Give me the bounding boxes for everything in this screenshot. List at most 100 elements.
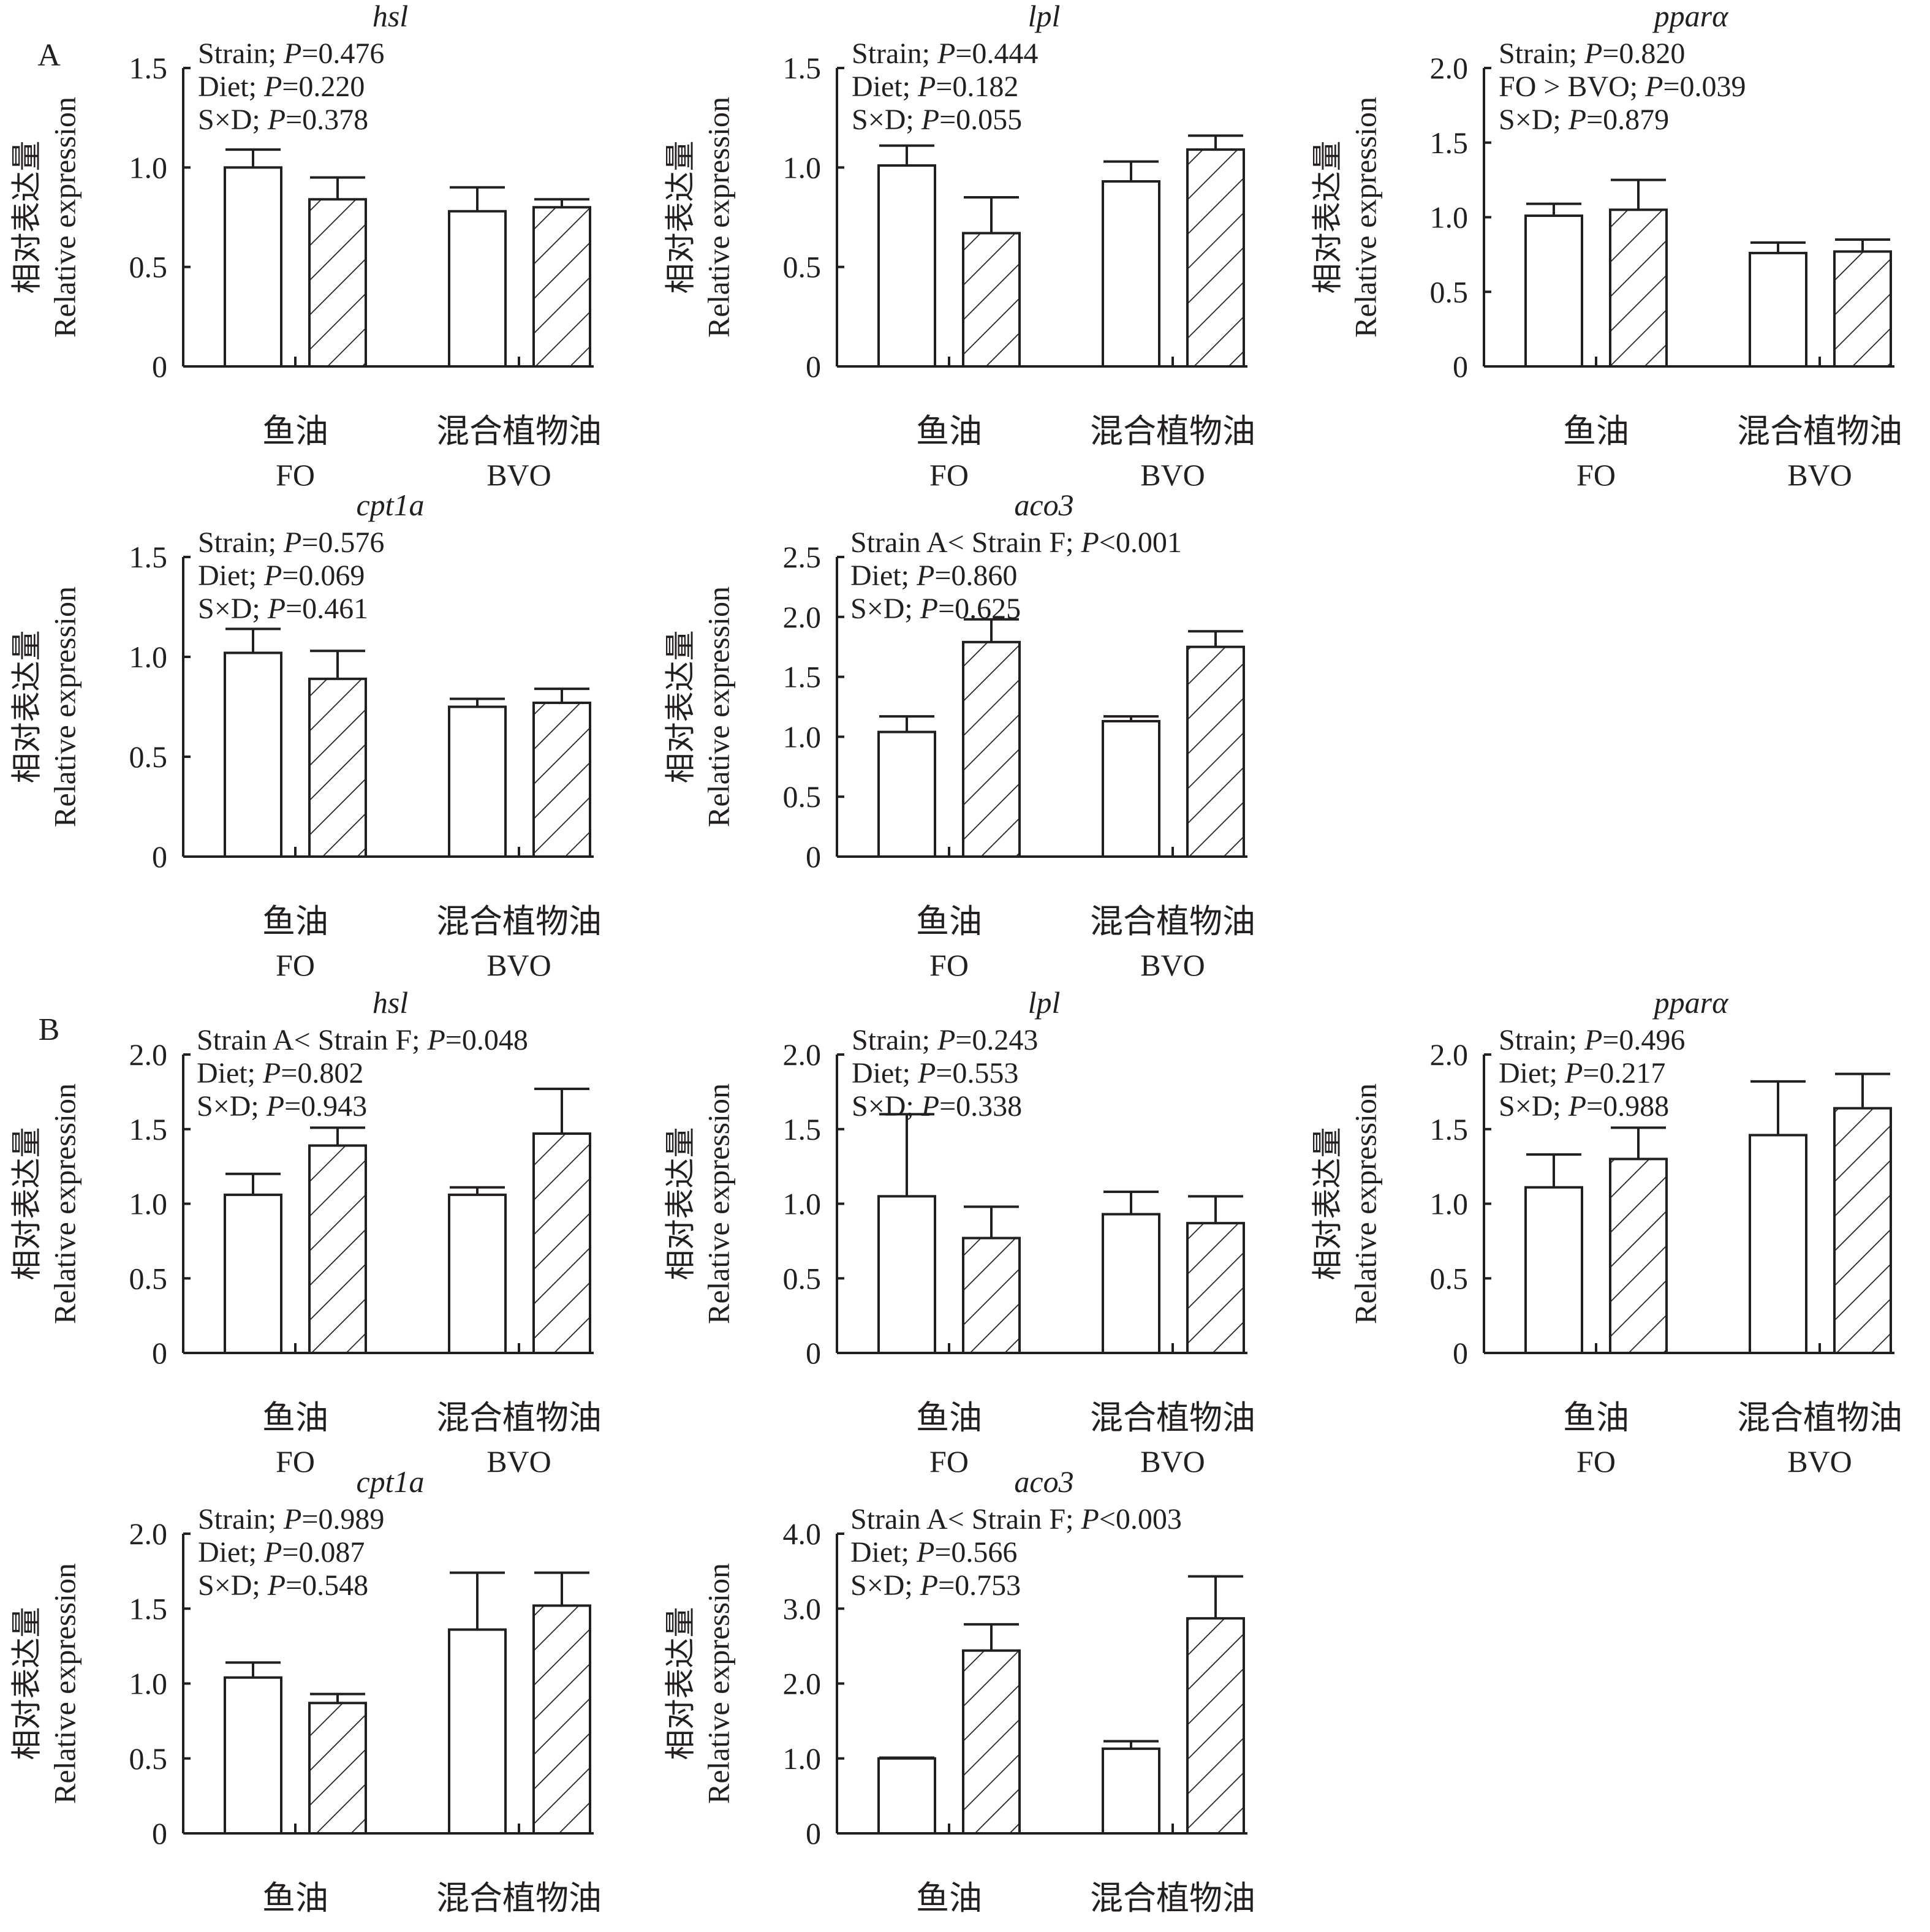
- bar-open-bvo: [448, 210, 507, 368]
- bar-hatched-bvo: [532, 1604, 591, 1835]
- x-category-label-zh: 鱼油: [1563, 1400, 1629, 1436]
- chart-panel-a-0: 相对表达量 Relative expression 0 0.5 1.0 1.5 鱼油 FO 混合…: [9, 0, 602, 492]
- y-axis-title-zh: 相对表达量: [663, 141, 697, 294]
- bar-hatched-bvo: [1833, 1107, 1892, 1355]
- y-axis-title-zh: 相对表达量: [9, 631, 44, 784]
- y-tick-label: 1.0: [783, 150, 822, 184]
- stat-annotation-line: S×D; P=0.625: [850, 593, 1021, 625]
- stat-annotation-line: Strain; P=0.476: [198, 37, 384, 70]
- bar-hatched-bvo: [532, 701, 591, 858]
- bar-hatched-bvo: [1186, 1222, 1245, 1355]
- x-category-label-en: FO: [1576, 458, 1616, 492]
- stat-annotation-line: S×D; P=0.338: [852, 1090, 1022, 1123]
- bar-open-fo: [224, 1676, 282, 1835]
- y-axis-title-en: Relative expression: [47, 97, 81, 338]
- stat-annotation-line: Strain; P=0.444: [852, 37, 1038, 70]
- y-tick-label: 1.0: [783, 1187, 822, 1221]
- x-category-label-en: FO: [929, 458, 969, 492]
- y-tick-label: 1.5: [129, 1591, 168, 1626]
- y-tick-label: 0.5: [783, 779, 822, 814]
- chart-panel-b-7: 相对表达量 Relative expression 0 0.5 1.0 1.5 2.0 鱼油 F…: [1310, 985, 1902, 1479]
- y-tick-label: 0: [806, 349, 821, 384]
- chart-panel-a-2: 相对表达量 Relative expression 0 0.5 1.0 1.5 2.0 鱼油 F…: [1310, 0, 1902, 492]
- y-tick-label: 1.5: [783, 1112, 822, 1146]
- y-tick-label: 0.5: [129, 250, 168, 284]
- stat-annotation-line: Diet; P=0.802: [197, 1057, 363, 1089]
- y-tick-label: 2.0: [783, 1037, 822, 1072]
- stat-annotation-line: Diet; P=0.217: [1499, 1057, 1665, 1089]
- stat-annotation-line: S×D; P=0.548: [198, 1569, 368, 1602]
- bar-open-bvo: [1102, 1747, 1160, 1835]
- bar-hatched-bvo: [1186, 645, 1245, 858]
- y-tick-label: 1.5: [783, 51, 822, 85]
- stat-annotation-line: Diet; P=0.860: [850, 559, 1017, 592]
- bar-open-bvo: [448, 1193, 507, 1354]
- chart-panel-a-3: 相对表达量 Relative expression 0 0.5 1.0 1.5 鱼油 FO 混合…: [9, 488, 602, 982]
- x-category-label-zh: 混合植物油: [1737, 1400, 1902, 1436]
- bar-open-bvo: [1749, 251, 1807, 368]
- chart-title: aco3: [1014, 488, 1073, 522]
- bar-hatched-fo: [962, 1649, 1021, 1835]
- y-tick-label: 0: [152, 1336, 167, 1370]
- y-tick-label: 4.0: [783, 1517, 822, 1551]
- bar-open-bvo: [448, 1628, 507, 1835]
- stat-annotation-line: S×D; P=0.461: [198, 593, 368, 625]
- x-category-label-zh: 鱼油: [262, 903, 328, 940]
- y-tick-label: 0: [806, 1816, 821, 1851]
- bar-hatched-fo: [308, 677, 367, 858]
- y-axis-title-en: Relative expression: [47, 1563, 81, 1804]
- y-tick-label: 1.0: [129, 1187, 168, 1221]
- bar-hatched-bvo: [532, 1132, 591, 1355]
- y-tick-label: 1.5: [129, 51, 168, 85]
- y-tick-label: 0.5: [129, 1741, 168, 1776]
- y-tick-label: 1.0: [129, 640, 168, 674]
- y-tick-label: 2.5: [783, 540, 822, 574]
- bar-hatched-fo: [308, 1702, 367, 1835]
- bar-open-fo: [877, 730, 936, 858]
- bar-open-bvo: [448, 705, 507, 858]
- bar-open-fo: [877, 1195, 936, 1354]
- bar-hatched-fo: [962, 232, 1021, 368]
- y-tick-label: 2.0: [129, 1037, 168, 1072]
- x-category-label-en: FO: [276, 1925, 315, 1932]
- x-category-label-zh: 鱼油: [1563, 413, 1629, 450]
- y-axis-title-en: Relative expression: [701, 586, 735, 827]
- x-category-label-en: BVO: [486, 458, 551, 492]
- y-axis-title-en: Relative expression: [47, 586, 81, 827]
- chart-panel-b-6: 相对表达量 Relative expression 0 0.5 1.0 1.5 2.0 鱼油 F…: [663, 985, 1255, 1479]
- stat-annotation-line: Strain; P=0.243: [852, 1024, 1038, 1056]
- y-tick-label: 0.5: [1430, 275, 1469, 309]
- bar-hatched-bvo: [1833, 250, 1892, 368]
- panel-label-a: A: [37, 38, 61, 73]
- y-axis-title-zh: 相对表达量: [9, 141, 44, 294]
- y-axis-title-en: Relative expression: [47, 1083, 81, 1324]
- y-axis-title-zh: 相对表达量: [663, 1607, 697, 1760]
- y-tick-label: 1.5: [783, 660, 822, 694]
- x-category-label-zh: 混合植物油: [1737, 413, 1902, 450]
- y-tick-label: 1.0: [1430, 200, 1469, 235]
- y-axis-title-zh: 相对表达量: [9, 1127, 44, 1281]
- bar-hatched-bvo: [1186, 1617, 1245, 1835]
- stat-annotation-line: FO > BVO; P=0.039: [1499, 70, 1746, 103]
- x-category-label-en: FO: [276, 458, 315, 492]
- bar-open-bvo: [1102, 180, 1160, 368]
- chart-title: pparα: [1652, 985, 1729, 1020]
- x-category-label-zh: 混合植物油: [1090, 413, 1255, 450]
- x-category-label-en: BVO: [1787, 1444, 1852, 1479]
- x-category-label-zh: 鱼油: [916, 1880, 982, 1917]
- y-axis-title-en: Relative expression: [1348, 1083, 1382, 1324]
- chart-title: cpt1a: [356, 488, 424, 522]
- x-category-label-zh: 混合植物油: [436, 1880, 602, 1917]
- y-tick-label: 0: [1453, 1336, 1468, 1370]
- stat-annotation-line: S×D; P=0.378: [198, 104, 368, 136]
- y-tick-label: 0.5: [1430, 1261, 1469, 1295]
- x-category-label-en: FO: [276, 1444, 315, 1479]
- y-axis-title-zh: 相对表达量: [1310, 1127, 1344, 1281]
- bar-hatched-fo: [308, 1144, 367, 1355]
- x-category-label-zh: 混合植物油: [1090, 903, 1255, 940]
- y-tick-label: 2.0: [129, 1517, 168, 1551]
- bar-open-fo: [224, 651, 282, 858]
- x-category-label-en: BVO: [486, 1444, 551, 1479]
- stat-annotation-line: Strain A< Strain F; P<0.003: [850, 1503, 1182, 1536]
